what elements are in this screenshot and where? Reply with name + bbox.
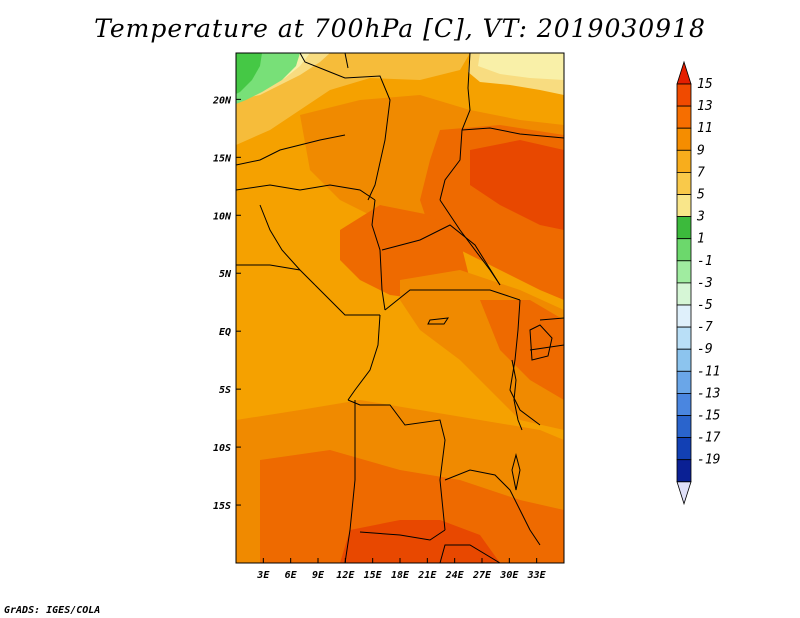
colorbar-label: 9 [697,143,705,158]
colorbar-segment [676,282,692,306]
colorbar-segment [676,437,692,461]
lat-label: 10N [213,211,232,222]
colorbar-label: -3 [697,276,713,291]
colorbar-segment [676,370,692,394]
lon-label: 9E [312,570,325,581]
field-band-11-13-south [260,450,564,563]
latitude-axis: 20N 15N 10N 5N EQ 5S 10S 15S [212,95,241,512]
lon-label: 6E [285,570,298,581]
field-band-13-15-east [470,140,564,230]
longitude-axis: 3E 6E 9E 12E 15E 18E 21E 24E 27E 30E 33E [256,558,547,581]
colorbar-label: -19 [697,453,720,468]
lat-label: 5N [219,269,232,280]
colorbar-top-arrow [676,60,692,85]
colorbar-segment [676,105,692,129]
colorbar-segment [676,171,692,195]
colorbar-segment [676,326,692,350]
credit-text: GrADS: IGES/COLA [4,605,101,616]
colorbar-segment [676,194,692,218]
lon-label: 33E [527,570,547,581]
colorbar-segment [676,238,692,262]
colorbar-label: 15 [697,77,713,92]
colorbar-label: 3 [696,210,705,225]
lon-label: 27E [472,570,492,581]
colorbar-segment [676,149,692,173]
colorbar-segment [676,348,692,372]
colorbar-segment [676,127,692,151]
colorbar-segment [676,459,692,483]
colorbar-label: -7 [697,320,713,335]
colorbar-label: -15 [697,409,721,424]
colorbar-label: 1 [697,232,705,247]
lon-label: 21E [417,570,437,581]
lon-label: 3E [256,570,270,581]
lat-label: 20N [212,95,232,106]
colorbar-label: -5 [697,298,713,313]
lat-label: 15S [213,501,231,512]
colorbar-segment [676,83,692,107]
colorbar-label: -9 [697,342,713,357]
lon-label: 18E [391,570,410,581]
lon-label: 15E [364,570,383,581]
lon-label: 30E [499,570,519,581]
lon-label: 12E [336,570,355,581]
lat-label: 15N [213,153,232,164]
lat-label: 10S [213,443,231,454]
lat-label: 5S [219,385,231,396]
colorbar-label: 13 [697,99,713,114]
colorbar-label: -17 [697,431,721,446]
field-band-11-13-lakes [480,300,564,400]
lat-label: EQ [219,327,231,338]
country-borders [236,53,564,563]
colorbar-label: -1 [697,254,713,269]
colorbar-segment [676,304,692,328]
colorbar-label: 5 [697,188,705,203]
colorbar-label: 11 [697,121,713,136]
temperature-field [236,53,564,563]
colorbar-bottom-arrow [676,481,692,506]
lakes [427,317,553,491]
field-band-1-3 [236,53,262,94]
colorbar-segment [676,216,692,240]
lon-label: 24E [445,570,465,581]
colorbar-segment [676,260,692,284]
colorbar-label: -11 [697,364,720,379]
chart-title: Temperature at 700hPa [C], VT: 201903091… [94,14,706,43]
colorbar-segment [676,415,692,439]
colorbar-label: 7 [697,165,705,180]
field-band-13-15-south [340,520,500,563]
field-band-3-5-east [478,53,564,80]
colorbar: 15 13 11 9 7 5 3 1 -1 -3 -5 -7 -9 -11 -13 -15 -17 -19 [676,60,721,506]
colorbar-label: -13 [697,386,720,401]
colorbar-segment [676,392,692,416]
